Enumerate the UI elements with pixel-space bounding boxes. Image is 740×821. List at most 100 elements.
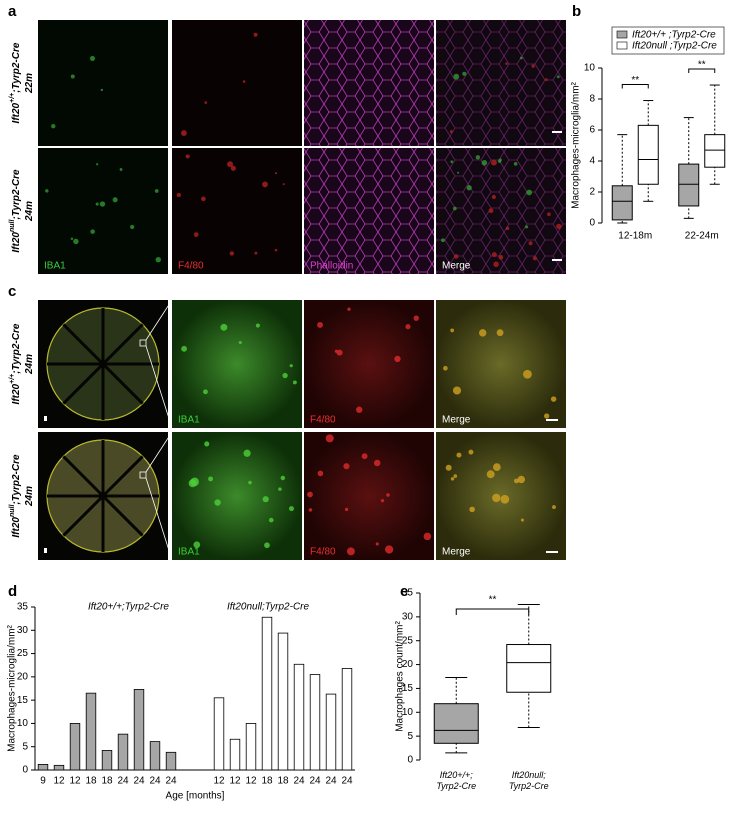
cell	[449, 130, 453, 134]
scale-bar	[44, 416, 47, 421]
bar	[293, 663, 305, 771]
micrograph	[436, 300, 566, 428]
x-axis-label: Age [months]	[166, 791, 225, 802]
cell-outline	[304, 20, 434, 146]
cell	[491, 159, 497, 166]
y-tick-label: 30	[402, 611, 414, 622]
cell	[325, 434, 334, 443]
x-tick-label: 24	[149, 776, 161, 787]
y-tick-label: 20	[17, 671, 29, 682]
y-tick-label: 25	[17, 648, 29, 659]
micrograph	[172, 300, 302, 428]
cell	[486, 470, 495, 479]
cell	[361, 453, 368, 460]
micrograph	[172, 20, 302, 146]
cell	[523, 369, 532, 379]
cell	[468, 449, 474, 455]
x-tick-label: 12	[69, 776, 81, 787]
bar	[309, 674, 321, 771]
legend-box	[611, 26, 725, 55]
cell	[505, 226, 510, 231]
x-tick-label: 12	[229, 776, 241, 787]
retina-cut	[101, 455, 144, 498]
channel-label: Merge	[442, 547, 471, 558]
row-label: Ift20null;Tyrp2-Cre 24m	[9, 169, 34, 253]
legend-label: Ift20null ;Tyrp2-Cre	[632, 41, 717, 52]
cell	[491, 194, 496, 200]
cell	[282, 183, 285, 186]
cell	[242, 80, 246, 83]
cell	[519, 56, 523, 60]
cell	[466, 185, 472, 191]
cell	[95, 202, 99, 206]
cell	[230, 165, 236, 171]
cell	[289, 364, 293, 368]
cell	[347, 307, 351, 311]
bar	[133, 689, 145, 771]
channel-label: IBA1	[178, 547, 200, 558]
cell	[492, 493, 501, 503]
scale-bar	[44, 548, 47, 553]
genotype-gene: Ift20	[11, 232, 22, 253]
cell	[443, 365, 448, 371]
cell	[462, 71, 467, 76]
cell	[193, 232, 199, 238]
genotype-allele: +/+	[9, 93, 16, 103]
y-axis-label: Macrophages-microglia/mm²	[571, 81, 582, 208]
cell	[547, 212, 551, 217]
cell	[520, 518, 524, 522]
cell	[255, 323, 260, 328]
box	[506, 644, 552, 693]
cell	[51, 124, 56, 129]
cell	[334, 349, 338, 353]
series-label: Ift20+/+;Tyrp2-Cre	[88, 602, 169, 613]
legend-swatch	[616, 41, 628, 50]
bar	[37, 764, 49, 771]
micrograph	[38, 148, 168, 274]
cell	[450, 160, 454, 164]
bar	[229, 738, 241, 771]
cell	[336, 349, 343, 356]
genotype-gene: Ift20	[11, 102, 22, 123]
channel-label: Merge	[442, 261, 471, 272]
y-tick-label: 30	[17, 625, 29, 636]
cell	[526, 189, 533, 196]
cell	[274, 172, 278, 175]
y-tick-label: 0	[407, 755, 413, 766]
cell	[453, 254, 459, 259]
cell	[204, 441, 210, 447]
cell	[119, 168, 123, 171]
cell	[456, 452, 462, 458]
micrograph	[172, 432, 302, 560]
x-tick-label: 18	[85, 776, 97, 787]
y-tick-label: 0	[22, 765, 28, 776]
y-tick-label: 8	[589, 94, 595, 105]
cell	[282, 372, 288, 379]
cell	[204, 101, 208, 104]
cell	[176, 192, 181, 198]
cell	[100, 88, 104, 92]
cell	[262, 496, 269, 503]
x-tick-label: 24	[309, 776, 321, 787]
age: 22m	[24, 73, 35, 94]
cell	[274, 248, 278, 252]
y-axis-label: Macrophages count/mm²	[395, 621, 406, 732]
inset-box	[139, 471, 147, 479]
cell	[552, 505, 556, 510]
cell	[373, 459, 381, 467]
panel-label: c	[8, 283, 16, 300]
cell	[556, 75, 560, 79]
cell	[307, 491, 313, 498]
cell	[238, 340, 242, 345]
cell	[208, 476, 214, 482]
retina-cut	[62, 455, 105, 498]
y-tick-label: 6	[589, 125, 595, 136]
cell	[479, 329, 487, 337]
box	[704, 134, 726, 168]
cell	[229, 251, 235, 256]
row-label: Ift20+/+;Tyrp2-Cre 22m	[9, 42, 34, 123]
genotype-driver: ;Tyrp2-Cre	[11, 169, 22, 220]
cell-outline	[304, 148, 434, 274]
inset-box	[139, 339, 147, 347]
